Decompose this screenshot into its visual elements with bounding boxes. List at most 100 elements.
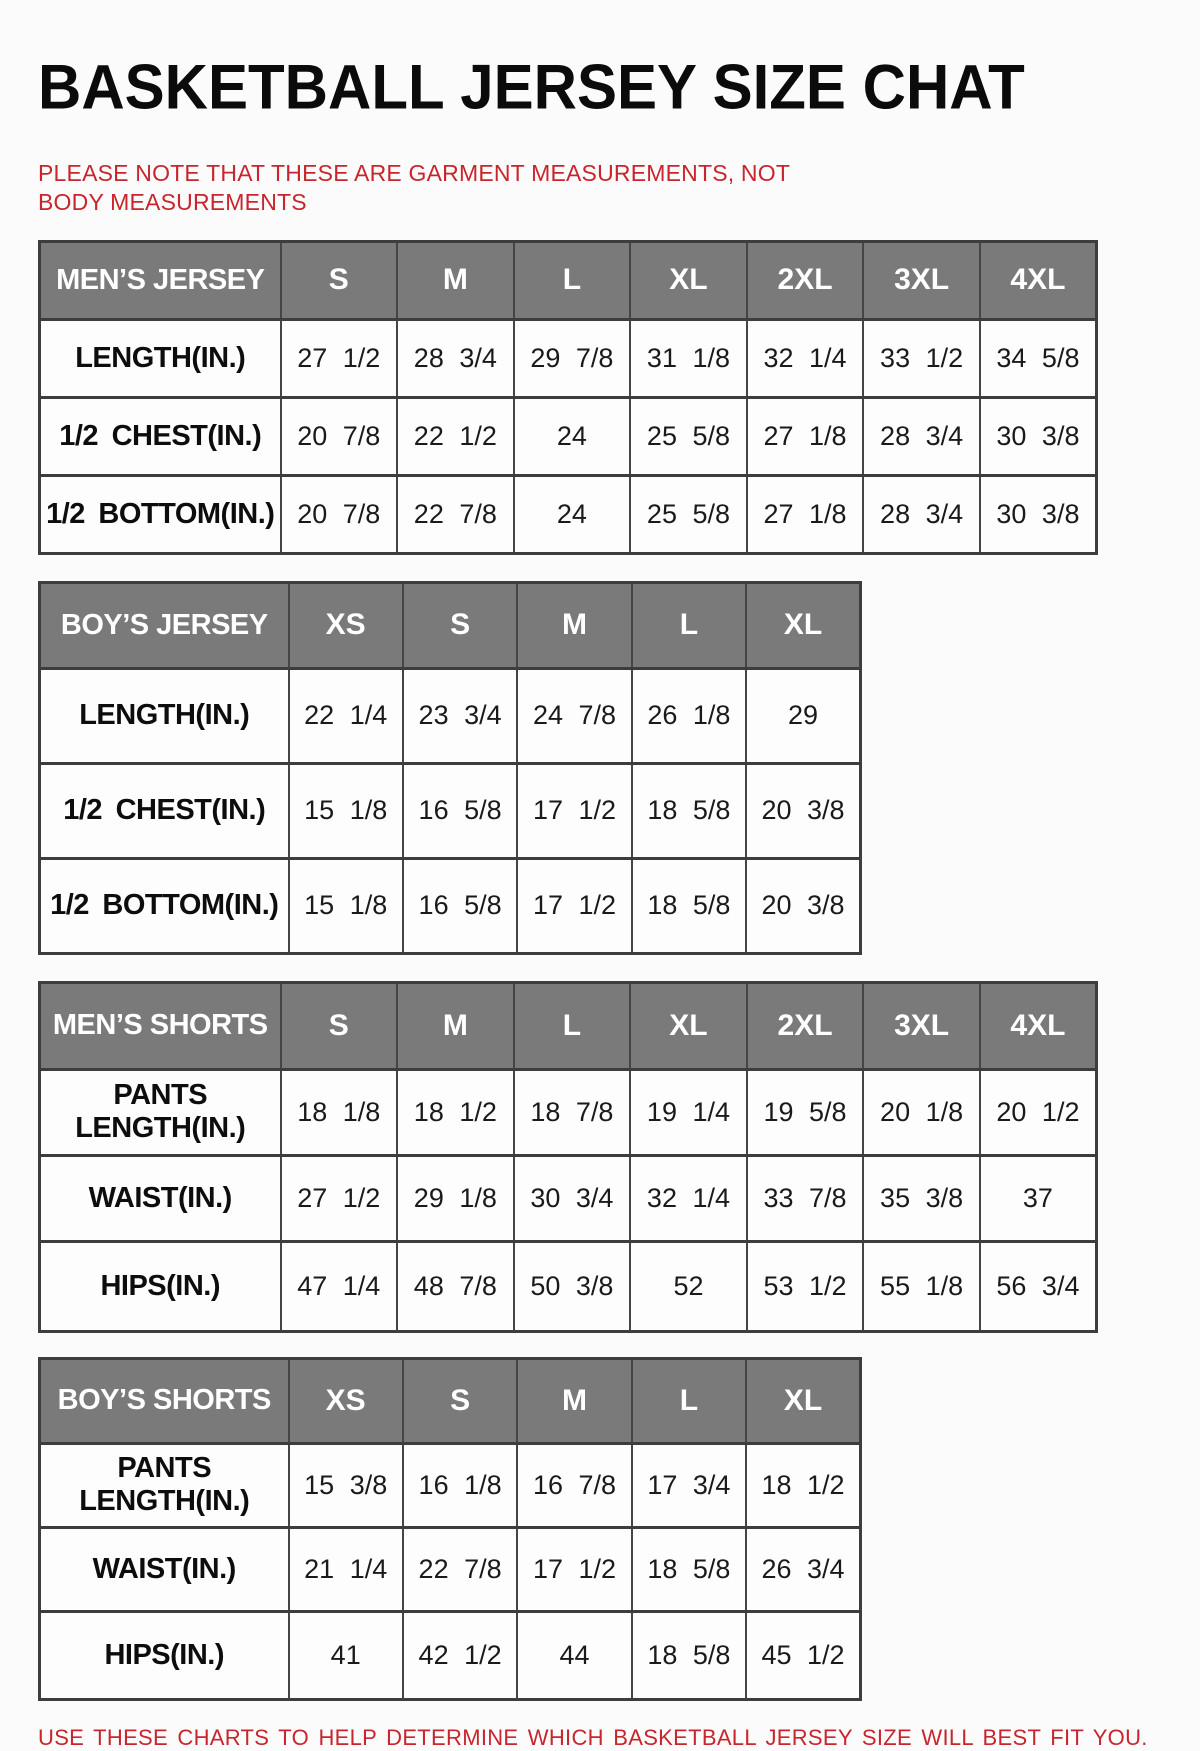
size-column-header: 4XL (978, 240, 1098, 321)
size-column-header: S (279, 981, 399, 1071)
measurement-value: 20 3/8 (745, 857, 862, 955)
size-column-header: XL (629, 981, 748, 1071)
measurement-value: 22 7/8 (396, 474, 515, 555)
measurement-value: 33 1/2 (862, 318, 981, 399)
measurement-value: 29 1/8 (396, 1154, 515, 1243)
measurement-value: 53 1/2 (745, 1240, 865, 1333)
size-column-header: XL (745, 581, 862, 670)
measurement-value: 31 1/8 (629, 318, 748, 399)
measurement-value: 52 (629, 1240, 748, 1333)
boys-shorts-title-cell: BOY’S SHORTS (38, 1357, 290, 1445)
measurement-value: 27 1/2 (279, 318, 399, 399)
size-column-header: 3XL (862, 240, 981, 321)
measurement-row: LENGTH(IN.) 22 1/4 23 3/4 24 7/8 26 1/8 29 (38, 667, 862, 765)
measurement-value: 23 3/4 (401, 667, 519, 765)
measurement-value: 27 1/8 (745, 474, 865, 555)
measurement-value: 30 3/8 (978, 396, 1098, 477)
measurement-label: 1/2 BOTTOM(IN.) (38, 857, 290, 955)
page-footer: USE THESE CHARTS TO HELP DETERMINE WHICH… (38, 1725, 1166, 1751)
measurement-row: HIPS(IN.) 41 42 1/2 44 18 5/8 45 1/2 (38, 1610, 862, 1701)
size-column-header: S (401, 1357, 519, 1445)
measurement-label: PANTS LENGTH(IN.) (38, 1068, 282, 1157)
measurement-value: 20 7/8 (279, 396, 399, 477)
measurement-value: 15 1/8 (287, 762, 404, 860)
measurement-value: 32 1/4 (745, 318, 865, 399)
measurement-value: 21 1/4 (287, 1526, 404, 1613)
size-column-header: XL (745, 1357, 862, 1445)
measurement-value: 44 (516, 1610, 633, 1701)
measurement-value: 16 5/8 (401, 762, 519, 860)
size-column-header: XL (629, 240, 748, 321)
measurement-value: 30 3/4 (512, 1154, 632, 1243)
measurement-value: 19 5/8 (745, 1068, 865, 1157)
measurement-row: WAIST(IN.) 21 1/4 22 7/8 17 1/2 18 5/8 26 3/4 (38, 1526, 862, 1613)
fit-advice-note: USE THESE CHARTS TO HELP DETERMINE WHICH… (38, 1724, 1148, 1750)
header-row: BOY’S JERSEY XS S M L XL (38, 581, 862, 670)
measurement-label: 1/2 BOTTOM(IN.) (38, 474, 282, 555)
mens-shorts-table: MEN’S SHORTS S M L XL 2XL 3XL 4XL PANTS LENGTH(I… (38, 980, 1098, 1333)
measurement-value: 16 5/8 (401, 857, 519, 955)
garment-measurement-note: PLEASE NOTE THAT THESE ARE GARMENT MEASU… (38, 160, 790, 215)
measurement-value: 26 1/8 (630, 667, 748, 765)
size-column-header: L (512, 981, 632, 1071)
measurement-value: 26 3/4 (745, 1526, 862, 1613)
measurement-value: 18 1/2 (396, 1068, 515, 1157)
measurement-value: 29 (745, 667, 862, 765)
measurement-value: 25 5/8 (629, 396, 748, 477)
measurement-value: 16 1/8 (401, 1442, 519, 1529)
measurement-value: 20 3/8 (745, 762, 862, 860)
measurement-row: 1/2 CHEST(IN.) 20 7/8 22 1/2 24 25 5/8 27 1/8… (38, 396, 1098, 477)
size-column-header: L (630, 581, 748, 670)
page-header: BASKETBALL JERSEY SIZE CHAT PLEASE NOTE … (38, 53, 1166, 216)
measurement-row: 1/2 CHEST(IN.) 15 1/8 16 5/8 17 1/2 18 5/8 20… (38, 762, 862, 860)
measurement-value: 45 1/2 (745, 1610, 862, 1701)
measurement-value: 28 3/4 (862, 474, 981, 555)
measurement-value: 18 7/8 (512, 1068, 632, 1157)
measurement-value: 41 (287, 1610, 404, 1701)
measurement-value: 24 (512, 474, 632, 555)
measurement-value: 18 5/8 (630, 1526, 748, 1613)
measurement-row: 1/2 BOTTOM(IN.) 20 7/8 22 7/8 24 25 5/8 27 1/… (38, 474, 1098, 555)
measurement-value: 22 7/8 (401, 1526, 519, 1613)
measurement-label: HIPS(IN.) (38, 1610, 290, 1701)
size-column-header: M (516, 581, 633, 670)
measurement-row: HIPS(IN.) 47 1/4 48 7/8 50 3/8 52 53 1/2 55 1/… (38, 1240, 1098, 1333)
measurement-value: 18 1/8 (279, 1068, 399, 1157)
measurement-row: PANTS LENGTH(IN.) 15 3/8 16 1/8 16 7/8 17 3/… (38, 1442, 862, 1529)
measurement-value: 27 1/2 (279, 1154, 399, 1243)
measurement-row: PANTS LENGTH(IN.) 18 1/8 18 1/2 18 7/8 19 1/… (38, 1068, 1098, 1157)
size-column-header: 2XL (745, 240, 865, 321)
measurement-value: 24 7/8 (516, 667, 633, 765)
measurement-label: 1/2 CHEST(IN.) (38, 762, 290, 860)
measurement-value: 22 1/4 (287, 667, 404, 765)
size-column-header: M (516, 1357, 633, 1445)
boys-jersey-title-cell: BOY’S JERSEY (38, 581, 290, 670)
measurement-value: 48 7/8 (396, 1240, 515, 1333)
measurement-value: 42 1/2 (401, 1610, 519, 1701)
measurement-value: 24 (512, 396, 632, 477)
measurement-value: 17 1/2 (516, 762, 633, 860)
header-row: MEN’S JERSEY S M L XL 2XL 3XL 4XL (38, 240, 1098, 321)
measurement-row: WAIST(IN.) 27 1/2 29 1/8 30 3/4 32 1/4 33 7/8… (38, 1154, 1098, 1243)
measurement-value: 28 3/4 (396, 318, 515, 399)
measurement-value: 29 7/8 (512, 318, 632, 399)
measurement-label: WAIST(IN.) (38, 1154, 282, 1243)
measurement-value: 17 3/4 (630, 1442, 748, 1529)
measurement-value: 22 1/2 (396, 396, 515, 477)
header-row: BOY’S SHORTS XS S M L XL (38, 1357, 862, 1445)
header-row: MEN’S SHORTS S M L XL 2XL 3XL 4XL (38, 981, 1098, 1071)
measurement-value: 27 1/8 (745, 396, 865, 477)
measurement-value: 35 3/8 (862, 1154, 981, 1243)
measurement-value: 15 1/8 (287, 857, 404, 955)
measurement-value: 32 1/4 (629, 1154, 748, 1243)
measurement-value: 28 3/4 (862, 396, 981, 477)
measurement-label: HIPS(IN.) (38, 1240, 282, 1333)
measurement-row: LENGTH(IN.) 27 1/2 28 3/4 29 7/8 31 1/8 32 1/… (38, 318, 1098, 399)
measurement-value: 18 5/8 (630, 1610, 748, 1701)
boys-jersey-table: BOY’S JERSEY XS S M L XL LENGTH(IN.) 22 1/4 23 3… (38, 580, 862, 955)
size-column-header: L (630, 1357, 748, 1445)
size-column-header: 2XL (745, 981, 865, 1071)
mens-jersey-title-cell: MEN’S JERSEY (38, 240, 282, 321)
measurement-label: LENGTH(IN.) (38, 667, 290, 765)
measurement-value: 50 3/8 (512, 1240, 632, 1333)
